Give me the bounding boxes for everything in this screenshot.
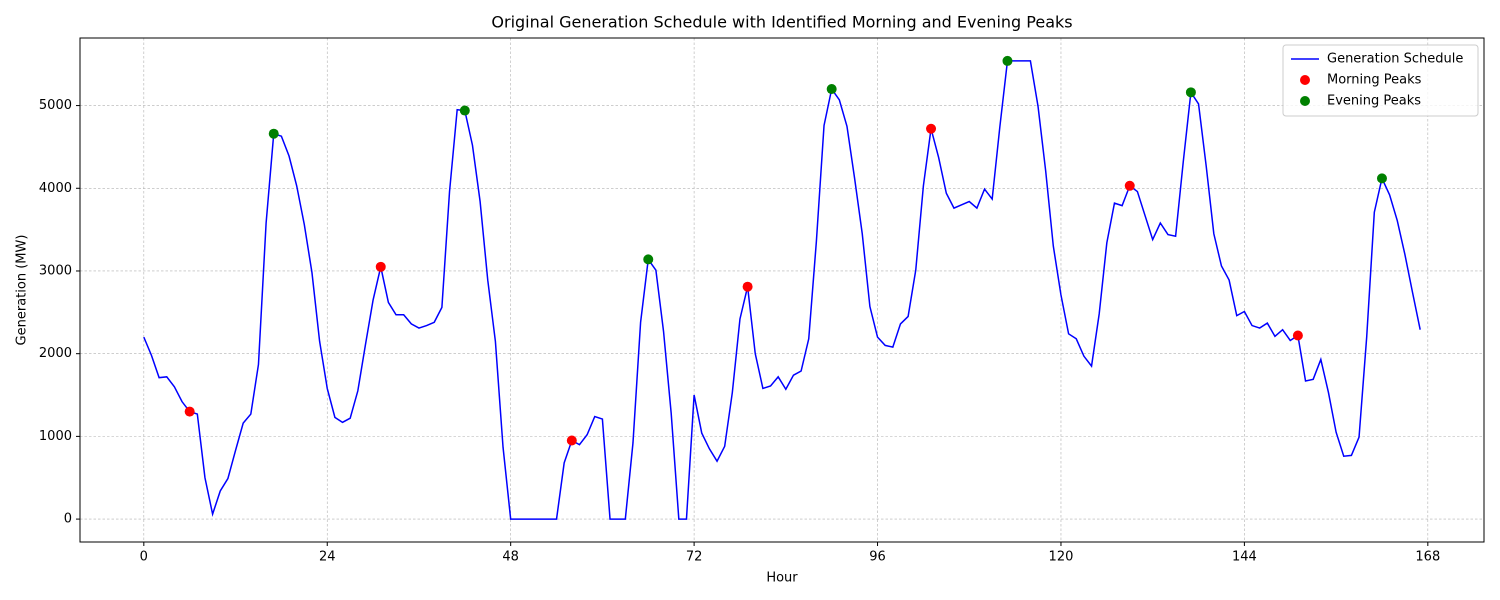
legend-label: Morning Peaks [1327, 73, 1422, 88]
x-tick-label: 48 [502, 550, 519, 565]
y-tick-label: 3000 [39, 263, 72, 278]
x-tick-label: 96 [869, 550, 886, 565]
legend: Generation Schedule Morning Peaks Evening … [1282, 44, 1479, 117]
peak-point [1376, 173, 1387, 184]
peak-point [1124, 180, 1135, 191]
peak-point [926, 123, 937, 134]
y-tick-label: 2000 [39, 346, 72, 361]
peak-point [184, 406, 195, 417]
x-tick-label: 72 [686, 550, 703, 565]
y-axis-label: Generation (MW) [15, 235, 30, 346]
legend-label: Generation Schedule [1327, 52, 1463, 67]
legend-swatch [1300, 75, 1310, 85]
peak-point [1292, 330, 1303, 341]
peak-point [459, 105, 470, 116]
x-tick-label: 120 [1049, 550, 1074, 565]
legend-box [1282, 44, 1479, 117]
peak-point [268, 128, 279, 139]
y-tick-label: 0 [64, 512, 72, 527]
peak-point [826, 84, 837, 95]
legend-label: Evening Peaks [1327, 94, 1421, 109]
plot-frame [79, 37, 1485, 543]
x-tick-label: 144 [1232, 550, 1257, 565]
peak-point [1185, 87, 1196, 98]
x-tick-label: 24 [319, 550, 336, 565]
y-tick-label: 4000 [39, 181, 72, 196]
y-tick-label: 5000 [39, 98, 72, 113]
chart-title: Original Generation Schedule with Identi… [491, 13, 1072, 32]
y-tick-label: 1000 [39, 429, 72, 444]
x-tick-label: 168 [1415, 550, 1440, 565]
peak-point [643, 254, 654, 265]
peak-point [566, 435, 577, 446]
peak-point [1002, 55, 1013, 66]
x-tick-label: 0 [140, 550, 148, 565]
line [143, 60, 1421, 520]
legend-swatch [1300, 96, 1310, 106]
x-axis-label: Hour [766, 571, 798, 586]
peak-point [375, 261, 386, 272]
peak-point [742, 281, 753, 292]
